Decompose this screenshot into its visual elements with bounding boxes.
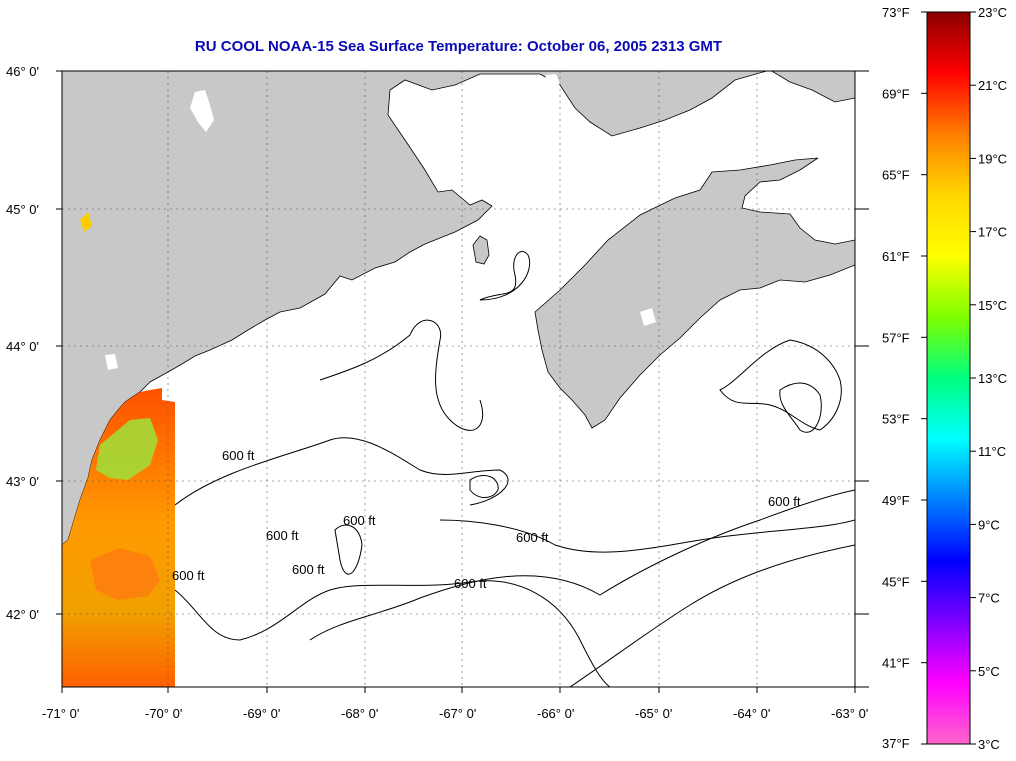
map-frame [61, 70, 856, 688]
map-title: RU COOL NOAA-15 Sea Surface Temperature:… [194, 38, 723, 55]
contour-label: 600 ft [768, 494, 801, 509]
lon-label: -67° 0' [439, 706, 476, 721]
sst-warm-patch [90, 548, 160, 600]
lat-label: 45° 0' [6, 202, 39, 217]
contour-label: 600 ft [266, 528, 299, 543]
colorbar-c-label: 3°C [978, 737, 1000, 752]
lake [190, 90, 214, 132]
lat-label: 42° 0' [6, 607, 39, 622]
colorbar-f-label: 61°F [882, 249, 910, 264]
contour-label: 600 ft [454, 576, 487, 591]
longitude-labels: -71° 0' -70° 0' -69° 0' -68° 0' -67° 0' … [42, 706, 868, 721]
lat-label: 44° 0' [6, 339, 39, 354]
colorbar-c-label: 7°C [978, 591, 1000, 606]
contour-label: 600 ft [516, 530, 549, 545]
contour-label: 600 ft [222, 448, 255, 463]
contour-label: 600 ft [343, 513, 376, 528]
lat-label: 43° 0' [6, 474, 39, 489]
colorbar-c-label: 19°C [978, 151, 1007, 166]
land-nova-scotia [534, 157, 855, 429]
colorbar-f-ticks: 73°F 69°F 65°F 61°F 57°F 53°F 49°F 45°F 41°F 37°F [882, 5, 927, 751]
bathymetry-contours [174, 251, 855, 687]
colorbar-f-label: 45°F [882, 574, 910, 589]
colorbar-f-label: 57°F [882, 330, 910, 345]
lon-label: -70° 0' [145, 706, 182, 721]
lon-label: -64° 0' [733, 706, 770, 721]
colorbar-c-ticks: 23°C 21°C 19°C 17°C 15°C 13°C 11°C 9°C 7°C 5°C 3°C [970, 5, 1007, 752]
tick-marks [56, 70, 869, 693]
lon-label: -71° 0' [42, 706, 79, 721]
lon-label: -66° 0' [537, 706, 574, 721]
colorbar-f-label: 69°F [882, 86, 910, 101]
colorbar-c-label: 23°C [978, 5, 1007, 20]
colorbar-f-label: 37°F [882, 736, 910, 751]
colorbar-c-label: 9°C [978, 517, 1000, 532]
lat-label: 46° 0' [6, 64, 39, 79]
lake [545, 74, 560, 90]
contour-label: 600 ft [172, 568, 205, 583]
colorbar-c-label: 5°C [978, 664, 1000, 679]
colorbar-f-label: 65°F [882, 168, 910, 183]
sst-speck [80, 212, 92, 232]
lon-label: -69° 0' [243, 706, 280, 721]
colorbar-f-label: 73°F [882, 5, 910, 20]
lake [640, 308, 656, 326]
colorbar-c-label: 13°C [978, 371, 1007, 386]
colorbar-c-label: 15°C [978, 298, 1007, 313]
contour-label: 600 ft [292, 562, 325, 577]
land-island [472, 235, 490, 265]
lake [105, 354, 118, 370]
colorbar-f-label: 53°F [882, 412, 910, 427]
sst-cool-patch [96, 418, 158, 480]
colorbar-f-label: 49°F [882, 493, 910, 508]
colorbar-f-label: 41°F [882, 656, 910, 671]
lon-label: -63° 0' [831, 706, 868, 721]
graticule [62, 71, 855, 687]
latitude-labels: 46° 0' 45° 0' 44° 0' 43° 0' 42° 0' [6, 64, 39, 622]
colorbar-c-label: 17°C [978, 225, 1007, 240]
lon-label: -68° 0' [341, 706, 378, 721]
colorbar-c-label: 11°C [978, 444, 1006, 459]
colorbar-c-label: 21°C [978, 78, 1007, 93]
colorbar [926, 11, 971, 745]
lon-label: -65° 0' [635, 706, 672, 721]
